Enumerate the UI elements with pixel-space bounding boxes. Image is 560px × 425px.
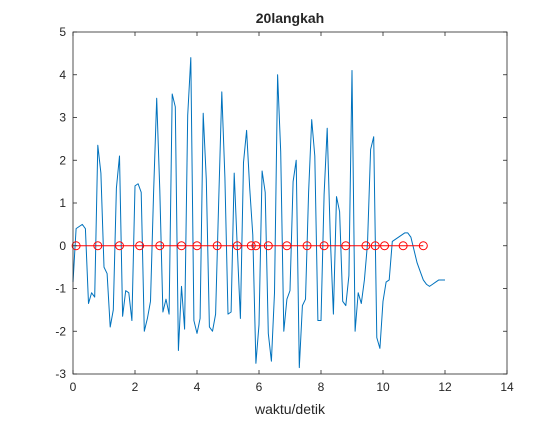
x-axis-label: waktu/detik: [254, 401, 326, 417]
series-1-marker-5: [177, 241, 186, 251]
series-1-marker-12: [282, 241, 292, 251]
y-tick-label: 2: [59, 153, 66, 167]
y-tick-label: 4: [59, 68, 66, 82]
series-1-marker-10: [251, 241, 261, 251]
x-tick-label: 10: [376, 380, 390, 394]
series-1-marker-15: [341, 241, 351, 251]
x-tick-label: 6: [256, 380, 263, 394]
series-1-marker-6: [192, 241, 202, 251]
series-1-marker-7: [212, 241, 222, 251]
series-1-marker-14: [319, 241, 329, 251]
x-tick-label: 12: [438, 380, 452, 394]
series-1-marker-8: [232, 241, 242, 251]
series-1-marker-4: [155, 241, 165, 251]
x-tick-label: 14: [500, 380, 514, 394]
series-0-line: [72, 57, 445, 369]
y-tick-label: 3: [59, 111, 66, 125]
series-1-marker-11: [263, 241, 273, 251]
series-1-marker-1: [93, 241, 103, 251]
series-1-marker-19: [398, 241, 408, 251]
series-1-marker-13: [302, 241, 312, 251]
series-1-marker-0: [71, 241, 81, 251]
chart-title: 20langkah: [256, 10, 324, 26]
series-1-marker-9: [246, 241, 256, 251]
y-tick-label: -2: [55, 324, 66, 338]
y-tick-label: -1: [55, 282, 66, 296]
series-1-marker-18: [380, 241, 390, 251]
series-1-marker-2: [115, 241, 124, 251]
x-tick-label: 0: [70, 380, 77, 394]
series-layer: [71, 57, 445, 369]
x-tick-label: 2: [132, 380, 139, 394]
y-tick-label: 0: [59, 239, 66, 253]
axes-background: [73, 32, 507, 374]
series-1-marker-3: [135, 241, 145, 251]
y-tick-label: 1: [59, 196, 66, 210]
series-1-marker-17: [370, 241, 380, 251]
y-tick-label: -3: [55, 367, 66, 381]
y-tick-label: 5: [59, 25, 66, 39]
x-tick-label: 4: [194, 380, 201, 394]
series-1-marker-16: [361, 241, 371, 251]
x-tick-label: 8: [318, 380, 325, 394]
series-1-marker-20: [418, 241, 428, 251]
